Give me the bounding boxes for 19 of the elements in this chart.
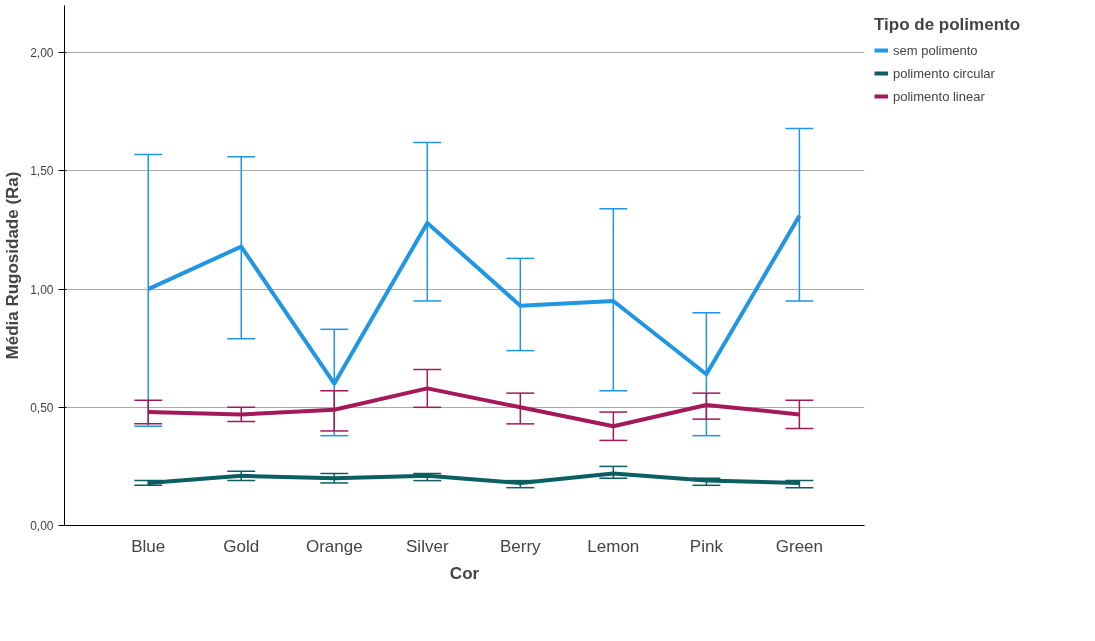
y-axis-title: Média Rugosidade (Ra) xyxy=(3,171,23,360)
y-tick-label: 1,50 xyxy=(30,164,54,179)
y-tick-label: 1,00 xyxy=(30,282,54,297)
y-tick-label: 0,00 xyxy=(30,519,54,533)
legend-label: polimento linear xyxy=(893,88,985,104)
x-tick-label: Orange xyxy=(305,536,363,556)
x-tick-label: Lemon xyxy=(587,536,640,556)
legend-label: sem polimento xyxy=(893,42,978,58)
x-tick-label: Blue xyxy=(131,536,166,556)
x-tick-label: Pink xyxy=(689,536,724,556)
y-tick-label: 0,50 xyxy=(30,400,54,415)
x-tick-label: Berry xyxy=(500,536,542,556)
legend-title: Tipo de polimento xyxy=(874,15,1021,35)
legend-label: polimento circular xyxy=(893,65,995,81)
y-tick-label: 2,00 xyxy=(30,46,54,61)
x-tick-label: Gold xyxy=(223,536,260,556)
x-axis-title: Cor xyxy=(449,563,480,583)
x-tick-label: Green xyxy=(775,536,824,556)
x-tick-label: Silver xyxy=(406,536,449,556)
